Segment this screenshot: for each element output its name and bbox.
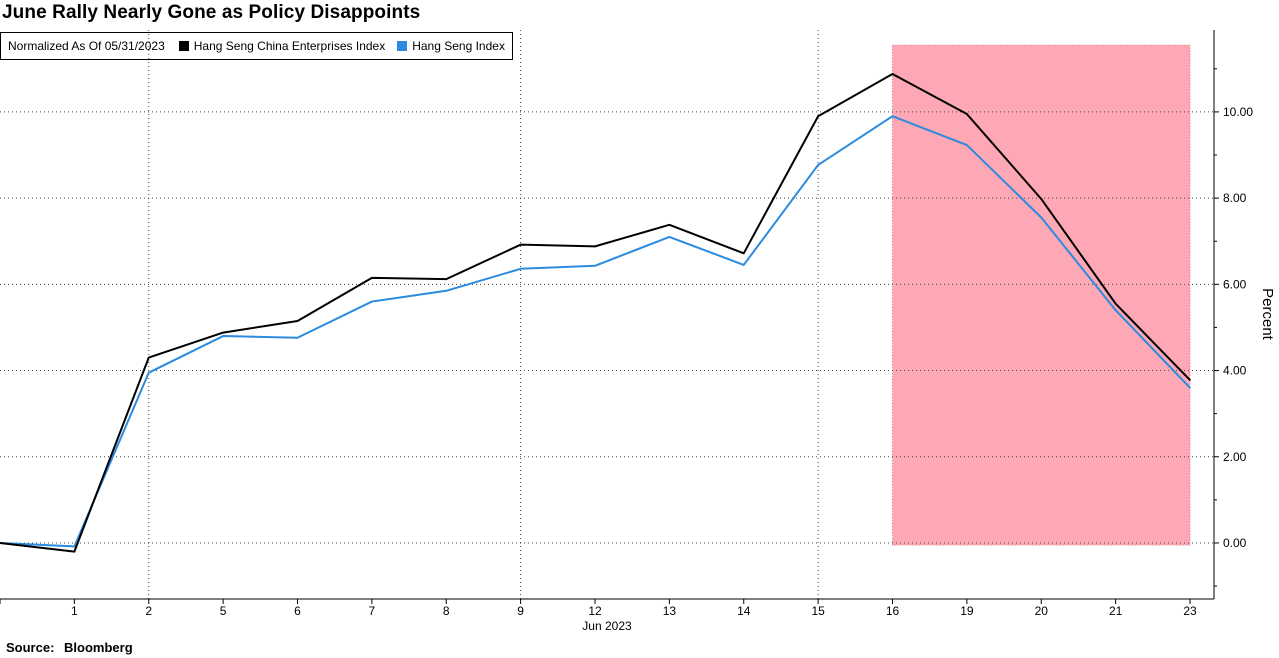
source-label: Source:	[6, 640, 55, 655]
x-axis-label: Jun 2023	[582, 619, 632, 633]
x-tick-label-7: 7	[369, 604, 376, 618]
series-0-point-20	[1040, 198, 1043, 200]
series-0-point-19	[966, 113, 968, 115]
legend-item-hscei: Hang Seng China Enterprises Index	[178, 39, 386, 53]
x-tick-label-20: 20	[1035, 604, 1049, 618]
x-tick-label-21: 21	[1109, 604, 1123, 618]
series-1-point-7	[371, 300, 373, 303]
chart-title: June Rally Nearly Gone as Policy Disappo…	[2, 2, 421, 23]
series-1-point-20	[1040, 216, 1043, 219]
series-0-point-12	[594, 245, 596, 248]
x-tick-label-2: 2	[145, 604, 152, 618]
series-0-point-31	[0, 542, 1, 544]
highlight-band	[892, 44, 1191, 546]
series-1-point-5	[222, 335, 224, 337]
series-0-point-6	[296, 320, 299, 322]
series-1-point-13	[668, 236, 671, 238]
legend-swatch-hsi	[397, 41, 408, 51]
y-tick-label-10.00: 10.00	[1223, 105, 1253, 119]
x-tick-label-9: 9	[517, 604, 524, 618]
x-tick-label-8: 8	[443, 604, 450, 618]
y-tick-label-6.00: 6.00	[1223, 277, 1247, 291]
x-tick-label-15: 15	[811, 604, 825, 618]
series-0-point-5	[222, 331, 224, 334]
legend-label-hscei: Hang Seng China Enterprises Index	[193, 39, 386, 53]
x-tick-label-14: 14	[737, 604, 751, 618]
y-tick-label-0.00: 0.00	[1223, 536, 1247, 550]
legend-note: Normalized As Of 05/31/2023	[8, 39, 165, 53]
series-1-point-12	[594, 264, 596, 267]
series-0-point-23	[1189, 379, 1191, 381]
series-1-point-15	[817, 164, 819, 166]
series-1-point-1	[73, 545, 76, 548]
series-1-point-19	[966, 144, 968, 146]
series-0-point-14	[742, 252, 745, 255]
source-value: Bloomberg	[64, 640, 133, 655]
series-0-point-8	[445, 278, 448, 280]
x-tick-label-1: 1	[71, 604, 78, 618]
series-1-point-23	[1189, 386, 1191, 389]
x-tick-label-6: 6	[294, 604, 301, 618]
x-tick-label-19: 19	[960, 604, 974, 618]
series-0-point-15	[817, 115, 819, 118]
y-tick-label-2.00: 2.00	[1223, 450, 1247, 464]
x-tick-label-12: 12	[588, 604, 602, 618]
series-0-point-9	[519, 243, 522, 246]
legend: Normalized As Of 05/31/2023 Hang Seng Ch…	[0, 32, 513, 60]
series-0-point-21	[1114, 302, 1117, 305]
y-axis-label: Percent	[1259, 288, 1276, 341]
y-tick-label-4.00: 4.00	[1223, 364, 1247, 378]
series-1-point-14	[742, 264, 745, 266]
y-tick-label-8.00: 8.00	[1223, 191, 1247, 205]
series-1-point-2	[147, 371, 150, 374]
series-0-point-2	[147, 356, 150, 359]
series-1-point-16	[891, 115, 894, 118]
series-1-point-8	[445, 289, 448, 292]
chart-source: Source: Bloomberg	[6, 640, 133, 655]
legend-swatch-hscei	[178, 41, 189, 51]
series-1-point-9	[519, 268, 522, 270]
series-0-point-1	[73, 550, 76, 553]
series-1-point-21	[1114, 309, 1117, 311]
x-tick-label-16: 16	[886, 604, 900, 618]
legend-label-hsi: Hang Seng Index	[412, 39, 505, 53]
x-tick-label-23: 23	[1183, 604, 1197, 618]
x-tick-label-13: 13	[663, 604, 677, 618]
series-1-point-6	[296, 336, 299, 339]
x-tick-label-5: 5	[220, 604, 227, 618]
series-0-point-7	[371, 277, 373, 279]
legend-item-hsi: Hang Seng Index	[397, 39, 505, 53]
series-0-point-13	[668, 224, 671, 226]
series-0-point-16	[891, 73, 894, 75]
